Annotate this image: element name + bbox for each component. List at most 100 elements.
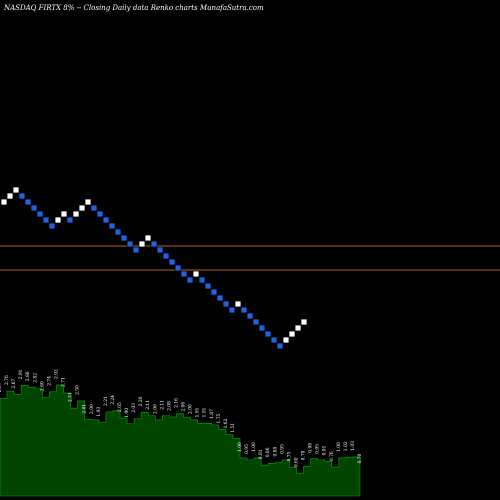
volume-label: 2.50 bbox=[76, 385, 81, 395]
volume-label: 1.00 bbox=[337, 442, 342, 452]
renko-brick-down bbox=[240, 306, 248, 314]
volume-label: 2.74 bbox=[47, 376, 52, 386]
volume-label: 1.91 bbox=[196, 407, 201, 417]
renko-bricks bbox=[0, 186, 308, 350]
renko-brick-down bbox=[264, 330, 272, 338]
volume-label: 0.70 bbox=[358, 453, 363, 463]
renko-brick-down bbox=[246, 312, 254, 320]
renko-brick-up bbox=[12, 186, 20, 194]
renko-brick-down bbox=[48, 222, 56, 230]
renko-brick-up bbox=[6, 192, 14, 200]
volume-label: 2.21 bbox=[104, 396, 109, 406]
volume-label: 2.60 bbox=[40, 381, 45, 391]
renko-brick-down bbox=[156, 246, 164, 254]
renko-brick-down bbox=[108, 222, 116, 230]
renko-brick-down bbox=[252, 318, 260, 326]
renko-brick-down bbox=[210, 288, 218, 296]
volume-label: 0.88 bbox=[273, 447, 278, 457]
volume-label: 0.95 bbox=[280, 444, 285, 454]
volume-label: 2.86 bbox=[26, 371, 31, 381]
renko-brick-down bbox=[216, 294, 224, 302]
volume-label: 2.01 bbox=[83, 404, 88, 414]
renko-brick-down bbox=[222, 300, 230, 308]
volume-label: 2.11 bbox=[160, 400, 165, 410]
volume-label: 1.02 bbox=[344, 441, 349, 451]
renko-brick-up bbox=[0, 198, 8, 206]
volume-label: 2.57 bbox=[0, 382, 3, 392]
renko-brick-down bbox=[270, 336, 278, 344]
volume-label: 2.05 bbox=[118, 402, 123, 412]
renko-brick-down bbox=[168, 258, 176, 266]
volume-label: 2.03 bbox=[132, 403, 137, 413]
renko-brick-down bbox=[18, 192, 26, 200]
renko-brick-down bbox=[36, 210, 44, 218]
volume-label: 0.78 bbox=[302, 450, 307, 460]
renko-brick-up bbox=[78, 204, 86, 212]
renko-brick-up bbox=[84, 198, 92, 206]
volume-labels: 2.572.76 2.672.91 2.86 2.822.602.742.922.71… bbox=[0, 369, 363, 467]
renko-brick-down bbox=[276, 342, 284, 350]
volume-label: 2.20 bbox=[139, 396, 144, 406]
volume-label: 1.90 bbox=[125, 408, 130, 418]
renko-brick-down bbox=[102, 216, 110, 224]
renko-brick-down bbox=[66, 216, 74, 224]
renko-brick-down bbox=[162, 252, 170, 260]
volume-label: 0.91 bbox=[323, 445, 328, 455]
volume-label: 0.60 bbox=[294, 457, 299, 467]
renko-brick-up bbox=[60, 210, 68, 218]
volume-label: 2.67 bbox=[12, 378, 17, 388]
renko-brick-down bbox=[120, 234, 128, 242]
renko-brick-up bbox=[288, 330, 296, 338]
volume-label: 0.95 bbox=[316, 444, 321, 454]
volume-label: 0.76 bbox=[330, 451, 335, 461]
volume-label: 1.00 bbox=[252, 442, 257, 452]
volume-label: 2.00 bbox=[153, 404, 158, 414]
renko-brick-up bbox=[54, 216, 62, 224]
renko-brick-down bbox=[180, 270, 188, 278]
volume-label: 2.82 bbox=[33, 373, 38, 383]
volume-area-path bbox=[0, 384, 361, 497]
volume-label: 2.00 bbox=[90, 404, 95, 414]
renko-brick-down bbox=[150, 240, 158, 248]
volume-label: 2.16 bbox=[174, 398, 179, 408]
volume-area bbox=[0, 384, 361, 497]
renko-brick-up bbox=[144, 234, 152, 242]
volume-label: 0.81 bbox=[259, 449, 264, 459]
renko-brick-up bbox=[72, 210, 80, 218]
volume-label: 1.75 bbox=[217, 413, 222, 423]
renko-brick-down bbox=[24, 198, 32, 206]
renko-brick-down bbox=[198, 276, 206, 284]
volume-label: 2.24 bbox=[111, 395, 116, 405]
renko-brick-down bbox=[126, 240, 134, 248]
renko-brick-down bbox=[90, 204, 98, 212]
volume-label: 1.93 bbox=[97, 407, 102, 417]
renko-brick-down bbox=[42, 216, 50, 224]
volume-label: 1.91 bbox=[203, 407, 208, 417]
volume-label: 2.11 bbox=[146, 400, 151, 410]
renko-brick-up bbox=[192, 270, 200, 278]
renko-brick-up bbox=[234, 300, 242, 308]
volume-label: 2.31 bbox=[69, 392, 74, 402]
volume-label: 2.00 bbox=[189, 404, 194, 414]
volume-label: 2.71 bbox=[62, 377, 67, 387]
renko-brick-down bbox=[132, 246, 140, 254]
renko-brick-down bbox=[186, 276, 194, 284]
volume-label: 2.76 bbox=[5, 375, 10, 385]
renko-brick-down bbox=[204, 282, 212, 290]
renko-brick-up bbox=[294, 324, 302, 332]
renko-brick-up bbox=[138, 240, 146, 248]
volume-label: 2.91 bbox=[19, 369, 24, 379]
volume-label: 0.95 bbox=[245, 444, 250, 454]
renko-brick-down bbox=[114, 228, 122, 236]
chart-title: NASDAQ FIRTX 8% -- Closing Daily data Re… bbox=[3, 4, 264, 12]
volume-label: 1.87 bbox=[210, 409, 215, 419]
volume-label: 0.98 bbox=[309, 443, 314, 453]
renko-brick-down bbox=[30, 204, 38, 212]
volume-label: 1.03 bbox=[351, 441, 356, 451]
volume-label: 0.86 bbox=[266, 447, 271, 457]
volume-label: 1.00 bbox=[238, 442, 243, 452]
volume-label: 1.62 bbox=[224, 418, 229, 428]
volume-label: 1.51 bbox=[231, 423, 236, 433]
renko-brick-up bbox=[282, 336, 290, 344]
